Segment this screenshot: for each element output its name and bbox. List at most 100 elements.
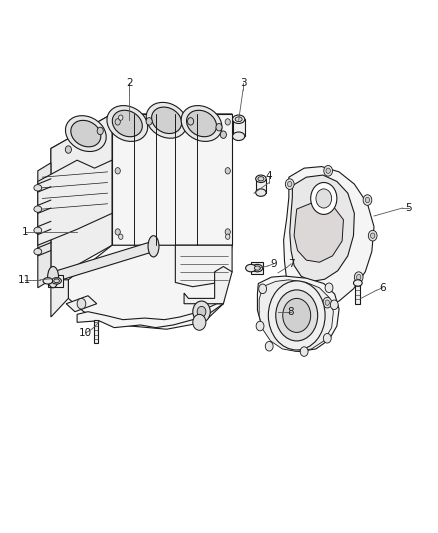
Polygon shape xyxy=(355,283,360,304)
Circle shape xyxy=(268,281,325,350)
Circle shape xyxy=(115,229,120,235)
Ellipse shape xyxy=(71,120,101,147)
Circle shape xyxy=(368,230,377,241)
Text: 10: 10 xyxy=(79,328,92,338)
Circle shape xyxy=(187,118,194,125)
Ellipse shape xyxy=(254,266,261,270)
Circle shape xyxy=(77,298,86,309)
Circle shape xyxy=(220,131,226,139)
Ellipse shape xyxy=(48,266,59,288)
Ellipse shape xyxy=(235,117,242,122)
Ellipse shape xyxy=(256,175,266,182)
Polygon shape xyxy=(251,262,263,274)
Ellipse shape xyxy=(187,110,216,137)
Polygon shape xyxy=(68,245,232,329)
Circle shape xyxy=(225,229,230,235)
Circle shape xyxy=(193,301,210,322)
Polygon shape xyxy=(284,166,374,306)
Circle shape xyxy=(323,297,332,308)
Polygon shape xyxy=(258,276,339,352)
Polygon shape xyxy=(51,280,68,317)
Ellipse shape xyxy=(256,189,266,196)
Text: 7: 7 xyxy=(288,259,294,269)
Circle shape xyxy=(290,296,294,301)
Circle shape xyxy=(256,321,264,331)
Ellipse shape xyxy=(246,264,256,272)
Polygon shape xyxy=(259,280,333,352)
Ellipse shape xyxy=(181,106,222,141)
Circle shape xyxy=(311,182,337,214)
Circle shape xyxy=(119,115,123,120)
Polygon shape xyxy=(66,296,97,312)
Circle shape xyxy=(288,181,292,187)
Text: 9: 9 xyxy=(270,259,277,269)
Circle shape xyxy=(225,167,230,174)
Polygon shape xyxy=(184,266,232,304)
Circle shape xyxy=(115,119,120,125)
Ellipse shape xyxy=(34,184,42,191)
Circle shape xyxy=(146,118,152,125)
Text: 2: 2 xyxy=(126,78,133,88)
Circle shape xyxy=(371,233,375,238)
Circle shape xyxy=(259,284,267,294)
Circle shape xyxy=(276,290,318,341)
Polygon shape xyxy=(51,114,232,170)
Circle shape xyxy=(325,300,329,305)
Ellipse shape xyxy=(148,236,159,257)
Ellipse shape xyxy=(65,116,106,151)
Ellipse shape xyxy=(233,115,245,124)
Circle shape xyxy=(193,314,206,330)
Polygon shape xyxy=(77,304,223,328)
Polygon shape xyxy=(38,163,51,288)
Circle shape xyxy=(363,195,372,205)
Circle shape xyxy=(288,293,297,304)
Polygon shape xyxy=(112,114,232,245)
Ellipse shape xyxy=(258,176,264,181)
Circle shape xyxy=(197,306,206,317)
Circle shape xyxy=(225,119,230,125)
Ellipse shape xyxy=(233,132,245,141)
Text: 6: 6 xyxy=(379,283,386,293)
Circle shape xyxy=(216,124,222,131)
Polygon shape xyxy=(256,179,266,192)
Ellipse shape xyxy=(107,106,148,141)
Text: 11: 11 xyxy=(18,275,32,285)
Polygon shape xyxy=(290,175,354,281)
Circle shape xyxy=(326,168,330,173)
Polygon shape xyxy=(233,119,245,136)
Polygon shape xyxy=(294,201,343,262)
Circle shape xyxy=(365,197,370,203)
Polygon shape xyxy=(94,320,98,343)
Circle shape xyxy=(65,146,71,154)
Circle shape xyxy=(354,272,363,282)
Ellipse shape xyxy=(52,278,61,284)
Circle shape xyxy=(115,167,120,174)
Circle shape xyxy=(286,179,294,189)
Circle shape xyxy=(357,274,361,280)
Ellipse shape xyxy=(353,280,362,286)
Circle shape xyxy=(226,234,230,239)
Ellipse shape xyxy=(34,248,42,255)
Circle shape xyxy=(325,283,333,293)
Text: 3: 3 xyxy=(240,78,246,88)
Ellipse shape xyxy=(34,206,42,212)
Polygon shape xyxy=(53,241,153,282)
Ellipse shape xyxy=(152,107,182,134)
Circle shape xyxy=(265,342,273,351)
Circle shape xyxy=(97,127,103,135)
Ellipse shape xyxy=(54,279,60,282)
Circle shape xyxy=(323,334,331,343)
Circle shape xyxy=(119,234,123,239)
Circle shape xyxy=(283,298,311,333)
FancyBboxPatch shape xyxy=(90,309,102,321)
Text: 8: 8 xyxy=(288,306,294,317)
Ellipse shape xyxy=(146,102,187,138)
Polygon shape xyxy=(51,114,112,280)
Circle shape xyxy=(300,347,308,357)
Polygon shape xyxy=(175,245,232,287)
Ellipse shape xyxy=(34,227,42,233)
Polygon shape xyxy=(48,275,63,287)
Text: 4: 4 xyxy=(266,171,272,181)
Circle shape xyxy=(316,189,332,208)
Polygon shape xyxy=(38,160,112,245)
